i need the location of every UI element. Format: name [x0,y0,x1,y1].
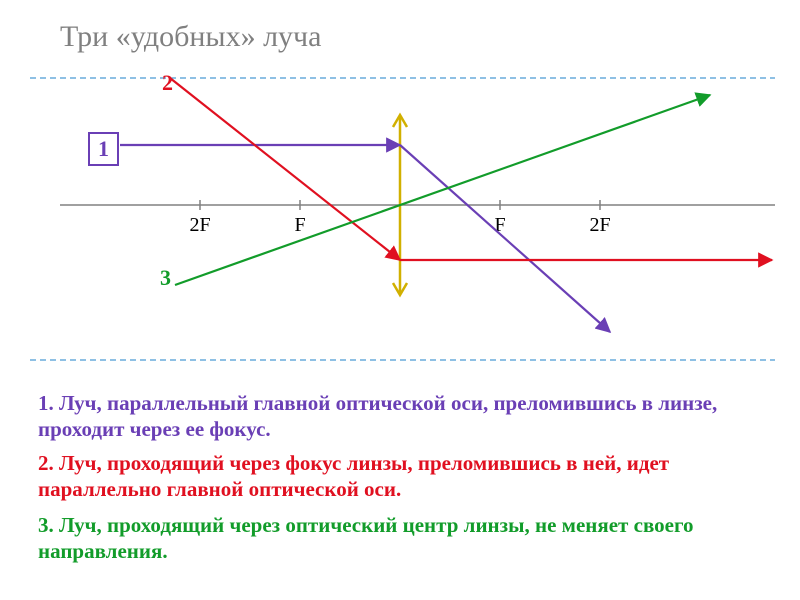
ray-2-label: 2 [162,70,173,96]
caption-2: 2. Луч, проходящий через фокус линзы, пр… [38,450,778,503]
svg-text:2F: 2F [189,214,210,236]
svg-text:F: F [294,214,305,236]
optics-diagram: 2FFF2F [0,60,800,370]
caption-1: 1. Луч, параллельный главной оптической … [38,390,778,443]
diagram-container: 2FFF2F [0,60,800,370]
page-title: Три «удобных» луча [60,20,321,54]
caption-3: 3. Луч, проходящий через оптический цент… [38,512,778,565]
ray-3-label: 3 [160,265,171,291]
ray-1-label: 1 [88,132,119,166]
ray-1-label-text: 1 [98,136,109,161]
stage: Три «удобных» луча 2FFF2F [0,0,800,600]
svg-text:2F: 2F [589,214,610,236]
